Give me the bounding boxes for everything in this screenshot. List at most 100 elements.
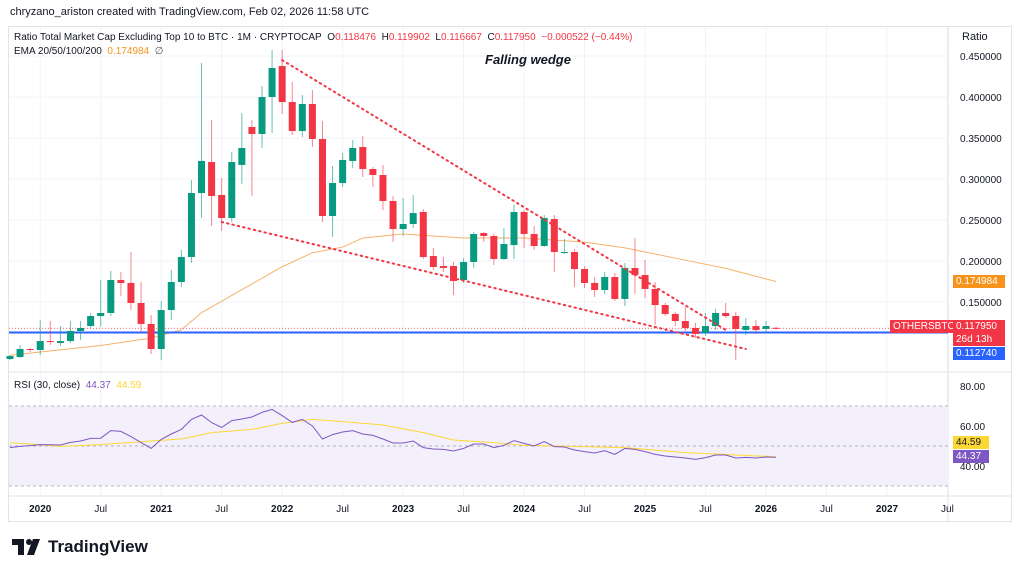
candle [258, 86, 266, 149]
price-axis-tick: 0.350000 [960, 134, 1002, 145]
chart-frame [8, 26, 1012, 522]
candle-body [490, 235, 498, 260]
candle [228, 152, 236, 222]
candle-body [581, 269, 589, 283]
candle-body [268, 67, 276, 97]
high-value: 0.119902 [388, 32, 430, 43]
candle [641, 260, 649, 298]
candle-body [107, 280, 115, 313]
countdown-tag: 26d 13h [953, 333, 1005, 346]
candle [248, 119, 256, 196]
candle [389, 195, 397, 242]
candle-body [87, 316, 95, 327]
candle-body [167, 281, 175, 311]
time-axis-tick: Jul [699, 504, 712, 515]
candle-body [208, 162, 216, 196]
candle-body [6, 356, 14, 359]
candle [550, 214, 558, 272]
falling-wedge-annotation[interactable]: Falling wedge [485, 52, 571, 67]
candle [46, 321, 54, 345]
candle-body [510, 211, 518, 246]
candle [16, 344, 24, 359]
candle-body [661, 305, 669, 314]
time-axis-tick: Jul [578, 504, 591, 515]
price-axis-title: Ratio [962, 31, 988, 43]
rsi-line [9, 408, 777, 460]
candle-body [540, 218, 548, 246]
candle-body [671, 313, 679, 322]
time-axis-tick: 2023 [392, 504, 415, 515]
candle [409, 194, 417, 229]
candle [762, 321, 770, 333]
candle-body [712, 312, 720, 327]
candle-body [752, 326, 760, 330]
candle-body [399, 224, 407, 230]
candle [56, 326, 64, 347]
candle [379, 164, 387, 210]
candle-body [349, 148, 357, 161]
candle-body [278, 66, 286, 103]
candle-body [218, 194, 226, 219]
candle-body [722, 312, 730, 317]
time-axis-tick: Jul [94, 504, 107, 515]
symbol-tag: OTHERSBTC [890, 320, 958, 333]
candle-body [238, 148, 246, 165]
candle [470, 231, 478, 268]
rsi-axis-tick: 80.00 [960, 382, 985, 393]
candle [329, 165, 337, 237]
candle-body [288, 102, 296, 132]
candle-body [480, 233, 488, 236]
candle [601, 271, 609, 294]
candle [157, 301, 165, 360]
candle [591, 276, 599, 297]
ema-line [9, 233, 777, 356]
time-axis-tick: 2020 [29, 504, 52, 515]
candle [208, 119, 216, 226]
series-title: Ratio Total Market Cap Excluding Top 10 … [14, 32, 322, 43]
candle [26, 348, 34, 353]
candle [460, 257, 468, 283]
candle-body [409, 213, 417, 225]
candle [167, 270, 175, 321]
ema-legend[interactable]: EMA 20/50/100/200 0.174984 ∅ [14, 46, 163, 57]
candle-body [379, 174, 387, 201]
candle [560, 239, 568, 255]
candle [480, 231, 488, 242]
candle [661, 302, 669, 317]
candle [722, 302, 730, 318]
candle [500, 228, 508, 261]
candle [490, 234, 498, 266]
wedge-trendline [281, 59, 727, 331]
candle [238, 112, 246, 185]
candle-body [137, 302, 145, 324]
candle-body [16, 348, 24, 358]
candle-body [611, 276, 619, 299]
tradingview-logo[interactable]: TradingView [12, 537, 148, 557]
time-axis-tick: 2025 [634, 504, 657, 515]
candle [732, 312, 740, 360]
candle [621, 262, 629, 307]
wedge-trendline [220, 220, 747, 350]
candle-body [591, 282, 599, 291]
rsi-tag: 44.37 [953, 450, 989, 463]
rsi-legend[interactable]: RSI (30, close) 44.37 44.59 [14, 380, 141, 391]
rsi-ma-tag: 44.59 [953, 436, 989, 449]
candle [631, 238, 639, 294]
candle-body [702, 326, 710, 333]
candle-body [66, 331, 74, 342]
candle-body [429, 255, 437, 267]
time-axis-tick: 2027 [876, 504, 899, 515]
candle [36, 320, 44, 355]
candle [359, 136, 367, 178]
candle-body [248, 127, 256, 134]
candle-body [46, 341, 54, 343]
candle [308, 90, 316, 148]
candle-body [651, 288, 659, 306]
candle [369, 167, 377, 188]
rsi-axis-tick: 40.00 [960, 462, 985, 473]
low-value: 0.116667 [440, 32, 482, 43]
candle [339, 153, 347, 188]
candle [510, 204, 518, 260]
candle [218, 178, 226, 231]
